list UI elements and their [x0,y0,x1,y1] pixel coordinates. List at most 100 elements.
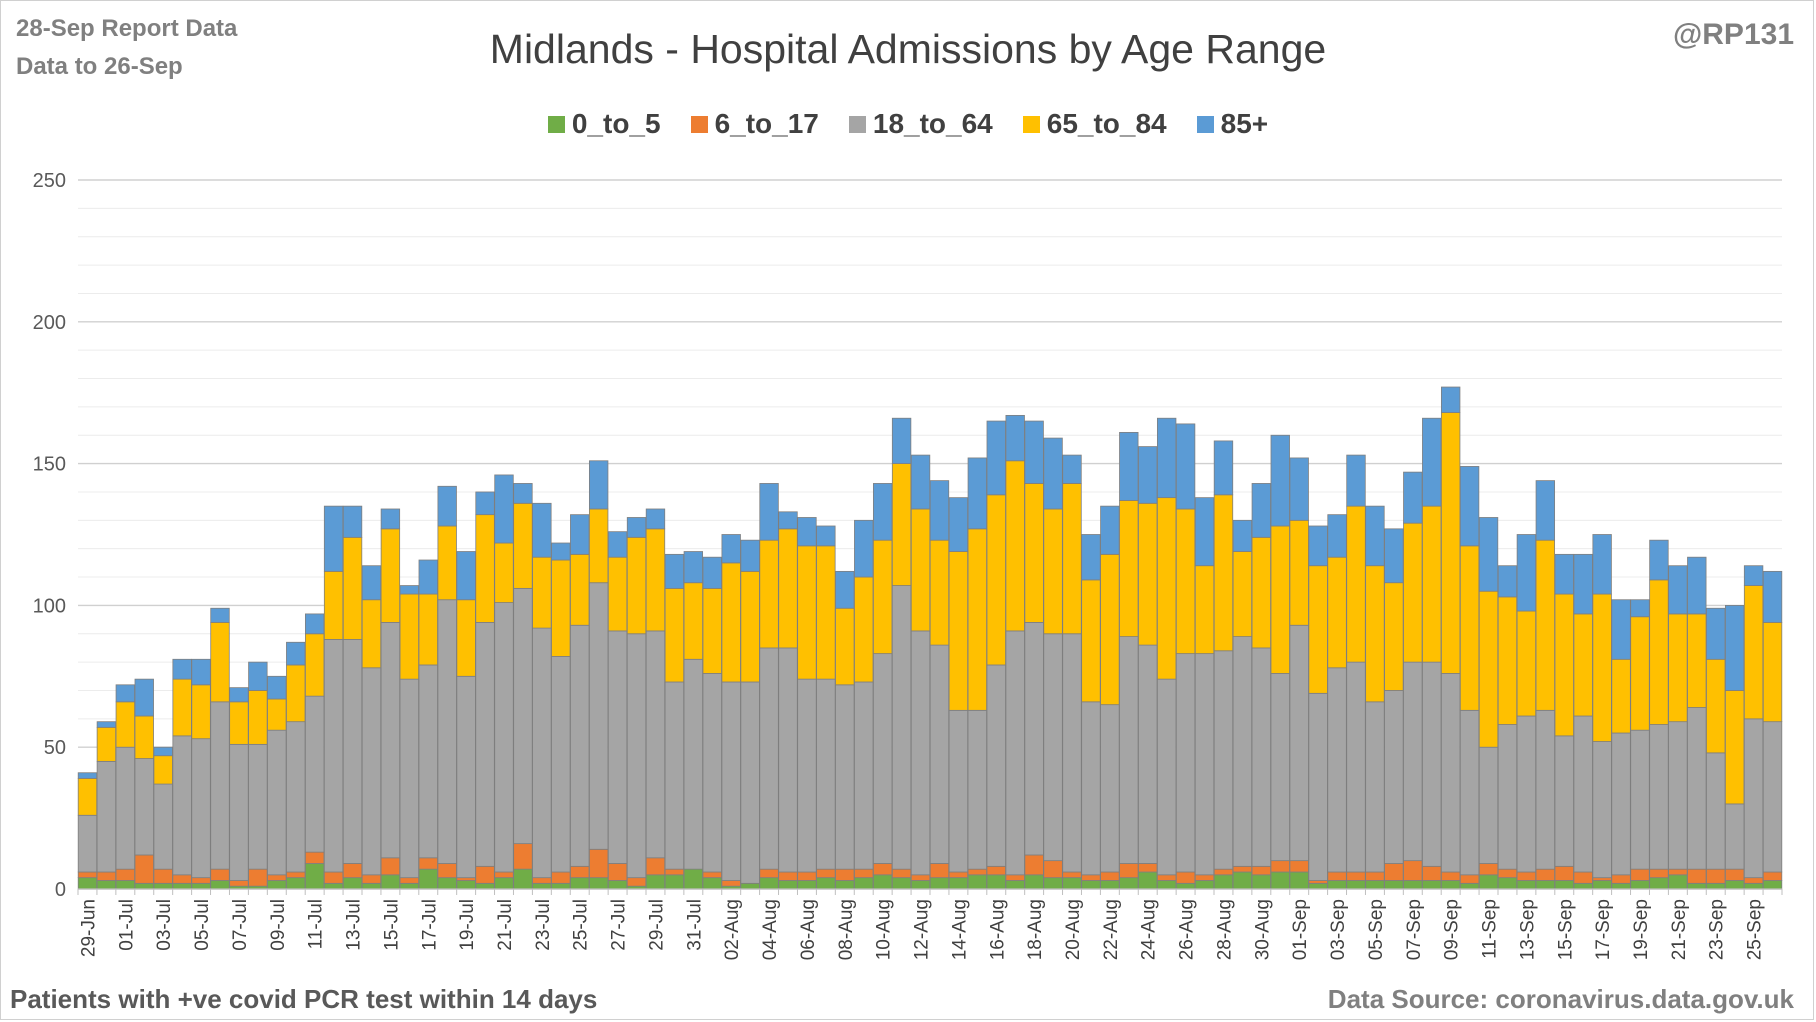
bar-6_to_17-01-Aug [702,871,722,879]
bar-6_to_17-23-Aug [1119,863,1139,879]
bar-0_to_5-30-Aug [1251,874,1272,890]
bar-65_to_84-07-Jul [229,701,249,745]
bar-18_to_64-14-Aug [948,709,969,873]
bar-0_to_5-10-Jul [286,877,306,890]
bar-0_to_5-17-Aug [1005,880,1025,890]
bar-0_to_5-27-Aug [1194,880,1215,890]
bar-6_to_17-22-Aug [1100,871,1120,881]
bar-6_to_17-28-Aug [1213,868,1234,876]
bar-85+-16-Aug [986,420,1006,496]
bar-6_to_17-18-Jul [437,863,457,879]
bar-6_to_17-06-Jul [210,868,230,881]
bar-6_to_17-12-Jul [323,871,344,884]
bar-0_to_5-13-Sep [1516,880,1537,890]
x-tick-label: 03-Jul [154,899,175,951]
bar-85+-20-Sep [1649,539,1669,581]
bar-85+-17-Sep [1592,534,1612,595]
bar-85+-09-Sep [1440,386,1461,413]
y-tick-label: 200 [33,312,66,334]
bar-85+-02-Sep [1308,525,1328,567]
bar-18_to_64-02-Jul [134,758,154,856]
chart-plot: 0 50 100 150 200 250 29-Jun 01-Jul 03-Jul 05-Jul 0… [33,170,1783,960]
x-tick-label: 19-Sep [1631,899,1652,960]
bar-6_to_17-10-Sep [1459,874,1480,884]
bar-0_to_5-20-Aug [1062,877,1082,890]
footnote-data-source: Data Source: coronavirus.data.gov.uk [1327,984,1794,1014]
bar-0_to_5-08-Sep [1422,880,1442,890]
bar-65_to_84-02-Aug [721,562,741,683]
bar-65_to_84-06-Jul [210,622,230,703]
bar-85+-22-Jul [513,483,533,504]
bar-6_to_17-26-Jul [588,848,609,879]
bar-6_to_17-16-Sep [1573,871,1593,884]
bar-85+-21-Sep [1668,565,1688,615]
bar-6_to_17-07-Sep [1403,860,1423,881]
bar-65_to_84-26-Aug [1175,508,1196,655]
bar-18_to_64-03-Jul [153,783,173,870]
legend-label: 18_to_64 [872,108,993,139]
bar-0_to_5-22-Sep [1687,882,1707,890]
bar-18_to_64-06-Aug [797,678,817,873]
bar-18_to_64-28-Jul [626,633,647,879]
bar-0_to_5-02-Jul [134,882,154,890]
bar-85+-30-Jul [664,553,685,589]
bar-0_to_5-18-Jul [437,877,457,890]
x-tick-label: 25-Sep [1745,899,1766,960]
bar-85+-13-Aug [929,480,950,541]
bar-18_to_64-02-Aug [721,681,741,881]
bar-65_to_84-19-Sep [1630,616,1650,731]
bar-6_to_17-03-Sep [1327,871,1347,881]
x-tick-label: 14-Aug [949,899,970,960]
bar-65_to_84-14-Aug [948,551,969,711]
bar-18_to_64-09-Jul [267,729,287,876]
bar-18_to_64-10-Aug [872,653,893,864]
bar-85+-12-Aug [910,454,931,510]
bar-18_to_64-12-Jul [323,639,344,873]
bar-85+-08-Sep [1422,417,1442,507]
bar-6_to_17-22-Jul [513,843,533,870]
bar-65_to_84-05-Jul [191,684,211,740]
bar-85+-23-Aug [1119,431,1139,501]
bar-6_to_17-18-Sep [1611,874,1631,884]
bar-6_to_17-08-Jul [248,868,268,887]
bar-18_to_64-31-Aug [1270,673,1290,862]
bar-85+-22-Aug [1100,505,1120,555]
bar-65_to_84-29-Jul [645,528,666,632]
bar-65_to_84-01-Jul [115,701,136,748]
bar-65_to_84-27-Jul [607,556,628,632]
bar-0_to_5-07-Sep [1403,880,1423,890]
bar-85+-01-Sep [1289,457,1309,521]
x-tick-label: 22-Aug [1101,899,1122,960]
bar-65_to_84-23-Jul [532,556,552,629]
bar-6_to_17-04-Aug [759,868,779,879]
x-tick-label: 09-Sep [1442,899,1463,960]
x-tick-label: 16-Aug [987,899,1008,960]
x-tick-label: 12-Aug [912,899,933,960]
bar-85+-23-Jul [532,502,552,558]
bar-18_to_64-19-Aug [1043,633,1063,862]
bar-6_to_17-17-Aug [1005,874,1025,881]
bar-0_to_5-22-Aug [1100,880,1120,890]
bar-0_to_5-14-Aug [948,877,969,890]
bar-0_to_5-29-Jul [645,874,666,890]
x-tick-label: 17-Sep [1593,899,1614,960]
bar-0_to_5-21-Aug [1081,880,1101,890]
bar-85+-20-Aug [1062,454,1082,484]
bar-65_to_84-19-Jul [456,599,476,677]
bar-18_to_64-12-Aug [910,630,931,876]
x-tick-label: 07-Jul [230,899,251,951]
bar-85+-08-Jul [248,661,268,691]
bar-0_to_5-18-Sep [1611,882,1631,890]
bar-6_to_17-21-Aug [1081,874,1101,881]
bar-6_to_17-19-Jul [456,877,476,881]
bar-6_to_17-20-Aug [1062,871,1082,879]
bar-6_to_17-22-Sep [1687,868,1707,884]
bar-18_to_64-09-Sep [1440,673,1461,873]
bar-6_to_17-01-Jul [115,868,136,881]
legend-item-65_to_84: 65_to_84 [1022,108,1167,140]
bar-0_to_5-05-Jul [191,882,211,890]
bar-85+-18-Jul [437,485,457,527]
bar-0_to_5-09-Jul [267,880,287,890]
bar-85+-12-Jul [323,505,344,572]
bar-18_to_64-22-Sep [1687,707,1707,870]
